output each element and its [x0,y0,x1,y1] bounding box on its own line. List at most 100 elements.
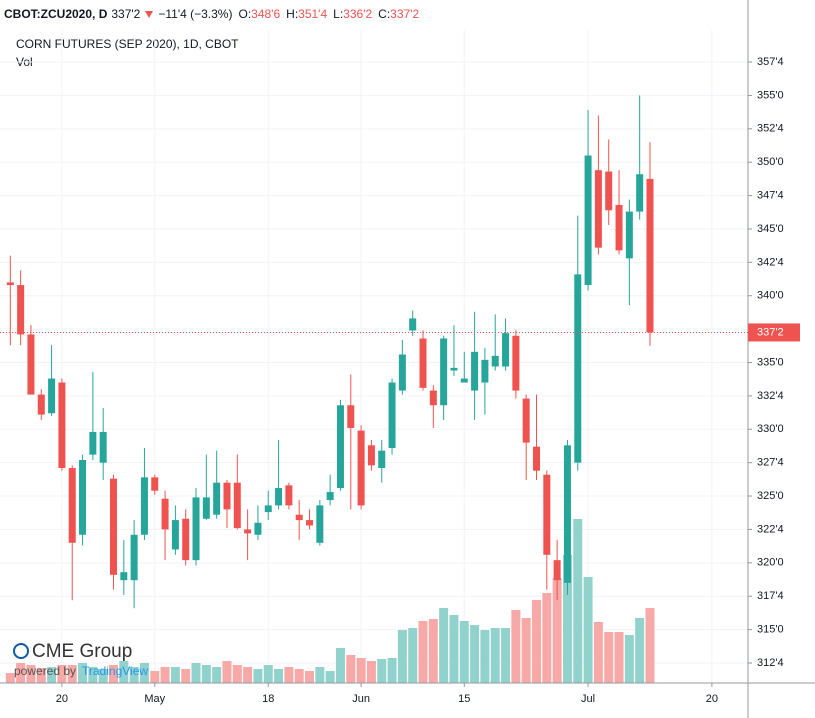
y-tick-label: 322'4 [757,523,784,535]
down-arrow [145,11,154,18]
volume-bar [243,667,253,683]
candle-body [17,285,25,335]
candle-body [636,174,644,212]
candle-body [264,505,272,513]
volume-bar [356,658,366,683]
volume-bar [26,665,36,683]
volume-bar [160,667,170,683]
volume-bar [542,593,552,683]
last-price: 337'2 [111,7,141,21]
vendor-text: TradingView [82,664,148,678]
x-tick-label: 20 [706,693,718,705]
candle-body [481,359,489,383]
volume-bar [284,667,294,683]
volume-bar [645,608,655,683]
volume-bar [397,630,407,683]
volume-bar [377,659,387,683]
candle-body [254,522,262,535]
volume-bar [604,632,614,683]
candle-body [357,430,365,506]
volume-bar [573,519,583,683]
candle-body [99,431,107,463]
volume-bar [439,608,449,683]
candle-body [120,572,128,581]
candles [6,95,654,609]
volume-bar [294,669,304,683]
candle-body [347,405,355,428]
candle-body [409,318,417,331]
candle-body [563,445,571,583]
volume-bar [562,555,572,683]
candle-body [543,474,551,555]
x-tick-label: Jul [581,693,595,705]
candle-body [512,335,520,391]
ohlc-label: L: [333,7,344,21]
volume-bar [325,671,335,683]
volume-bar [315,667,325,683]
candle-body [316,505,324,543]
candle-body [336,405,344,489]
y-tick-label: 347'4 [757,189,784,201]
candle-body [89,431,97,455]
candle-body [502,333,510,367]
candle-body [48,378,56,414]
volume-bar [47,667,57,683]
candle-body [58,382,66,469]
candle-body [440,338,448,406]
volume-bar [614,632,624,683]
volume-bar [635,618,645,683]
ohlc-value: 348'6 [251,7,281,21]
volume-bar [129,667,139,683]
volume-bar [222,661,232,683]
candle-body [6,282,14,286]
y-tick-label: 335'0 [757,356,784,368]
candle-body [151,477,159,491]
last-price-label: 337'2 [757,326,784,338]
candle-body [388,382,396,448]
volume-bar [5,673,15,683]
volume-bar [36,668,46,683]
candle-body [398,354,406,391]
candle-body [79,459,87,535]
volume-bar [305,671,315,683]
candle-body [285,485,293,506]
volume-bar [346,655,356,683]
chart-title: CORN FUTURES (SEP 2020), 1D, CBOT [16,37,239,51]
volume-bar [150,671,160,683]
volume-bar [470,625,480,683]
candle-body [574,274,582,463]
volume-bar [418,621,428,683]
x-tick-label: May [144,693,165,705]
candle-body [553,560,561,581]
volume-bar [408,628,418,683]
x-tick-label: 15 [458,693,470,705]
change: −11'4 (−3.3%) [158,7,233,21]
candle-body [605,171,613,211]
ohlc: O:348'6 H:351'4 L:336'2 C:337'2 [238,7,419,21]
candle-body [233,482,241,529]
volume-bar [88,667,98,683]
candle-body [522,398,530,443]
candle-body [140,477,148,535]
y-tick-label: 350'0 [757,156,784,168]
volume-bar [531,600,541,683]
x-tick-label: Jun [352,693,370,705]
logo-globe [13,643,29,659]
volume-bar [108,665,118,683]
volume-pane [5,519,655,683]
volume-bar [263,665,273,683]
candle-body [295,514,303,521]
volume-bar [511,610,521,683]
candle-body [37,394,45,415]
volume-bar [459,621,469,683]
volume-bar [16,663,26,683]
y-tick-label: 332'4 [757,390,784,402]
candle-body [326,492,334,501]
volume-bar [212,667,222,683]
volume-bar [181,669,191,683]
y-tick-label: 345'0 [757,223,784,235]
candle-body [109,478,117,575]
volume-bar [428,619,438,683]
candle-body [213,482,221,515]
